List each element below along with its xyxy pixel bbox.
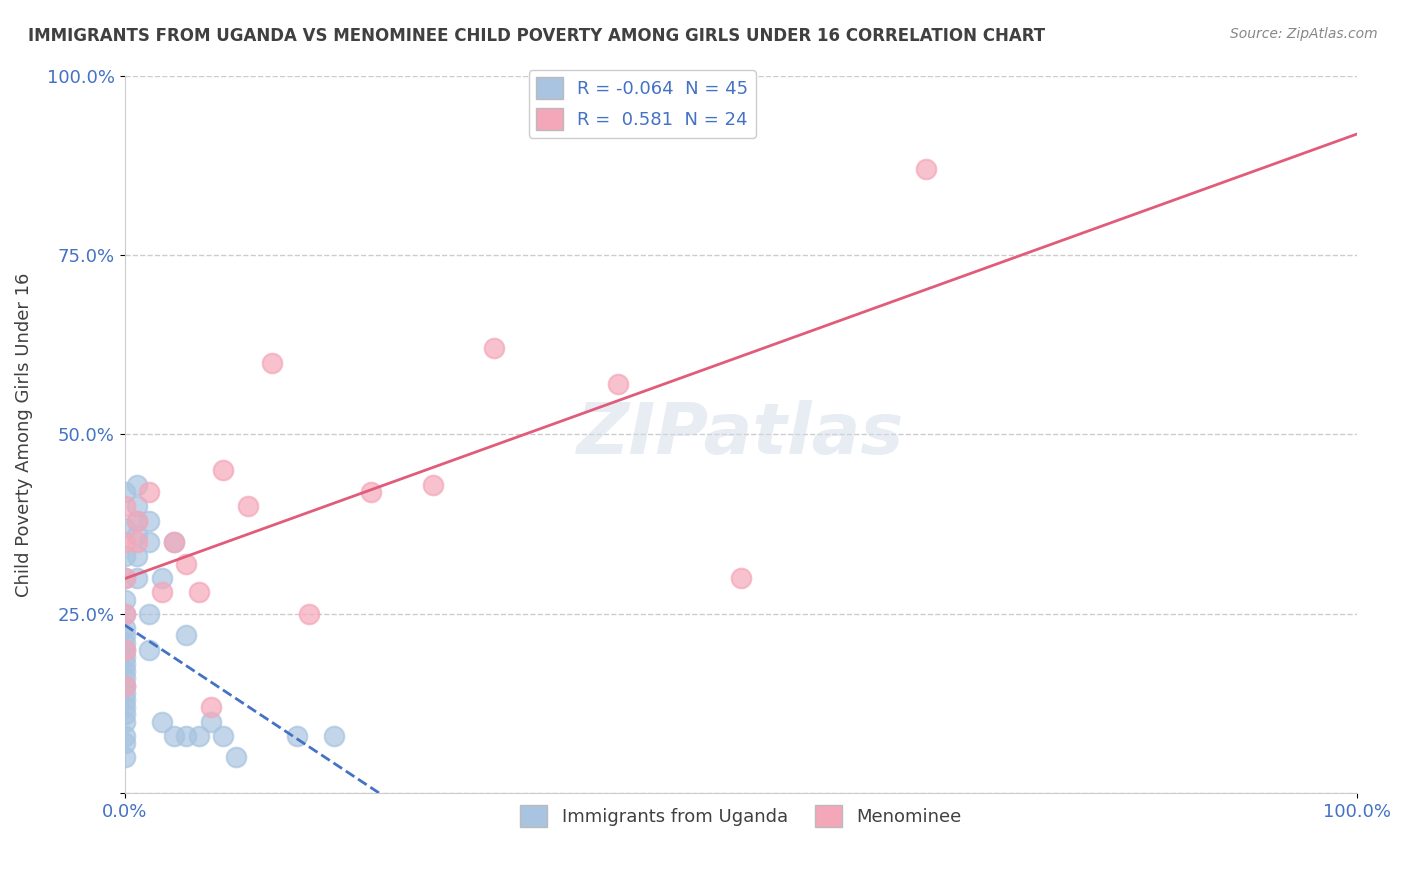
Point — [125, 528, 148, 542]
Point — [125, 535, 148, 549]
Point — [114, 521, 136, 535]
Point — [114, 484, 136, 499]
Point — [114, 635, 136, 649]
Point — [125, 514, 148, 528]
Point — [150, 571, 173, 585]
Point — [114, 679, 136, 693]
Point — [114, 665, 136, 679]
Point — [174, 628, 197, 642]
Point — [163, 535, 186, 549]
Point — [298, 607, 321, 621]
Point — [606, 377, 628, 392]
Point — [125, 549, 148, 564]
Point — [125, 500, 148, 514]
Point — [150, 714, 173, 729]
Point — [163, 729, 186, 743]
Point — [114, 729, 136, 743]
Point — [360, 484, 382, 499]
Text: IMMIGRANTS FROM UGANDA VS MENOMINEE CHILD POVERTY AMONG GIRLS UNDER 16 CORRELATI: IMMIGRANTS FROM UGANDA VS MENOMINEE CHIL… — [28, 27, 1045, 45]
Point — [114, 693, 136, 707]
Point — [150, 585, 173, 599]
Point — [114, 571, 136, 585]
Point — [422, 477, 444, 491]
Point — [125, 477, 148, 491]
Point — [114, 621, 136, 635]
Point — [114, 607, 136, 621]
Point — [114, 679, 136, 693]
Point — [114, 700, 136, 714]
Point — [114, 571, 136, 585]
Point — [730, 571, 752, 585]
Point — [187, 729, 209, 743]
Point — [138, 535, 160, 549]
Point — [174, 729, 197, 743]
Point — [114, 535, 136, 549]
Point — [200, 700, 222, 714]
Point — [323, 729, 346, 743]
Point — [200, 714, 222, 729]
Point — [138, 514, 160, 528]
Point — [125, 514, 148, 528]
Point — [125, 571, 148, 585]
Point — [114, 628, 136, 642]
Point — [114, 642, 136, 657]
Text: Source: ZipAtlas.com: Source: ZipAtlas.com — [1230, 27, 1378, 41]
Point — [484, 341, 506, 355]
Point — [914, 161, 936, 176]
Point — [114, 686, 136, 700]
Point — [212, 463, 235, 477]
Point — [114, 642, 136, 657]
Point — [114, 750, 136, 764]
Point — [138, 642, 160, 657]
Text: ZIPatlas: ZIPatlas — [576, 400, 904, 469]
Point — [114, 714, 136, 729]
Point — [285, 729, 308, 743]
Point — [114, 707, 136, 722]
Point — [212, 729, 235, 743]
Y-axis label: Child Poverty Among Girls Under 16: Child Poverty Among Girls Under 16 — [15, 272, 32, 597]
Point — [138, 484, 160, 499]
Point — [163, 535, 186, 549]
Legend: Immigrants from Uganda, Menominee: Immigrants from Uganda, Menominee — [513, 798, 969, 835]
Point — [114, 592, 136, 607]
Point — [187, 585, 209, 599]
Point — [114, 500, 136, 514]
Point — [236, 500, 259, 514]
Point — [114, 657, 136, 672]
Point — [114, 736, 136, 750]
Point — [174, 557, 197, 571]
Point — [114, 607, 136, 621]
Point — [262, 356, 284, 370]
Point — [138, 607, 160, 621]
Point — [114, 672, 136, 686]
Point — [225, 750, 247, 764]
Point — [114, 650, 136, 665]
Point — [114, 549, 136, 564]
